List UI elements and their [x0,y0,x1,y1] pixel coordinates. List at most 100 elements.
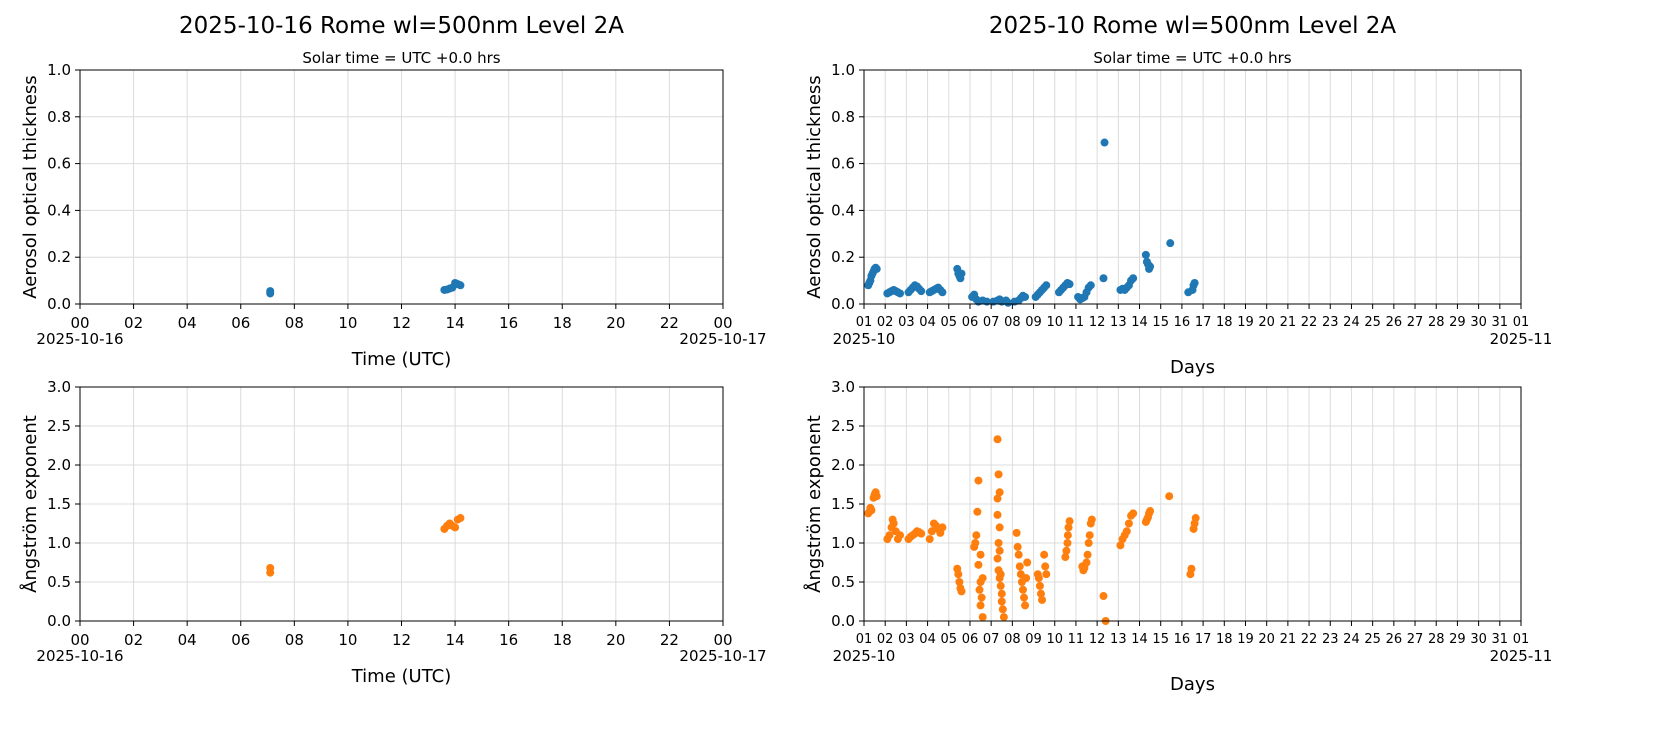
data-point [1023,558,1032,567]
data-point [1129,274,1138,283]
data-point [1014,550,1023,559]
x-tick-label: 27 [1407,632,1424,647]
x-tick-label: 11 [1068,315,1085,330]
x-tick-label: 18 [553,631,572,649]
y-tick-label: 0.8 [831,108,855,126]
y-tick-label: 0.0 [47,295,71,313]
y-tick-label: 0.0 [47,612,71,630]
x-tick-label: 23 [1322,632,1339,647]
data-point [1083,550,1092,559]
x-tick-label: 00 [70,631,89,649]
y-tick-label: 1.0 [47,61,71,79]
x-tick-label: 18 [1216,315,1233,330]
data-point [1129,509,1138,518]
data-point [1099,274,1108,283]
data-point [1035,581,1044,590]
x-tick-label: 00 [713,631,732,649]
data-point [994,470,1003,479]
chart-title: 2025-10-16 Rome wl=500nm Level 2A [179,13,624,39]
data-point [1191,514,1200,523]
data-point [972,531,981,540]
x-tick-label: 22 [660,314,679,332]
x-tick-label: 15 [1152,632,1169,647]
data-point [1166,239,1175,248]
x-tick-label: 26 [1386,315,1403,330]
x-tick-label: 06 [231,314,250,332]
y-tick-label: 0.2 [831,248,855,266]
data-point [1063,539,1072,547]
x-tick-label: 01 [856,315,873,330]
x-tick-label: 14 [1131,632,1148,647]
data-point [266,287,275,296]
data-point [1013,542,1022,551]
data-point [1018,585,1027,594]
x-tick-label: 02 [877,315,894,330]
data-point [925,535,934,544]
x-tick-label: 16 [1174,315,1191,330]
x-tick-label: 12 [1089,315,1106,330]
x-axis-label: Time (UTC) [351,349,452,370]
x-tick-label: 29 [1449,315,1466,330]
x-tick-label: 22 [1301,632,1318,647]
data-point [995,488,1004,497]
data-point [996,581,1005,590]
y-tick-label: 0.5 [47,573,71,591]
x-tick-label: 02 [877,632,894,647]
data-point [974,476,983,485]
data-point [973,507,982,516]
x-tick-label: 22 [1301,315,1318,330]
x-tick-label: 20 [606,631,625,649]
data-point [1012,528,1021,537]
data-point [954,570,963,579]
x-tick-label: 00 [713,314,732,332]
data-point [971,539,980,547]
data-point [1146,507,1155,516]
x-tick-label: 26 [1386,632,1403,647]
data-point [1065,280,1074,289]
y-tick-label: 0.5 [831,573,855,591]
data-point [889,519,898,528]
x-tick-label: 14 [446,631,465,649]
data-point [1085,531,1094,540]
chart-title: 2025-10 Rome wl=500nm Level 2A [989,13,1397,39]
data-point [1084,539,1093,547]
x-date-right: 2025-10-17 [679,647,766,665]
data-point [978,613,987,622]
x-tick-label: 08 [285,631,304,649]
x-date-right: 2025-11 [1490,647,1553,665]
x-tick-label: 09 [1025,315,1042,330]
x-axis-label: Days [1170,357,1215,378]
data-point [993,510,1002,519]
data-point [896,531,905,540]
x-tick-label: 16 [499,631,518,649]
x-tick-label: 03 [898,632,915,647]
y-tick-label: 0.4 [47,201,71,219]
data-point [999,613,1008,622]
data-point [975,585,984,594]
x-tick-label: 04 [178,631,197,649]
data-point [1087,515,1096,524]
x-date-left: 2025-10 [833,647,896,665]
x-date-left: 2025-10-16 [36,647,123,665]
data-point [997,589,1006,598]
data-point [1100,138,1109,147]
data-point [885,531,894,540]
x-axis-label: Time (UTC) [351,666,452,687]
x-tick-label: 15 [1152,315,1169,330]
data-point [1021,601,1030,610]
axes-frame [863,69,1522,305]
data-point [1020,593,1029,602]
data-point [1061,553,1070,562]
data-point [872,492,881,501]
x-date-left: 2025-10-16 [36,330,123,348]
data-point [1065,517,1074,526]
data-point [1122,527,1131,536]
x-tick-label: 24 [1343,632,1360,647]
data-point [1038,595,1047,604]
x-tick-label: 06 [231,631,250,649]
data-point [1042,570,1051,579]
x-tick-label: 30 [1470,632,1487,647]
data-point [938,523,947,532]
y-tick-label: 2.5 [831,417,855,435]
